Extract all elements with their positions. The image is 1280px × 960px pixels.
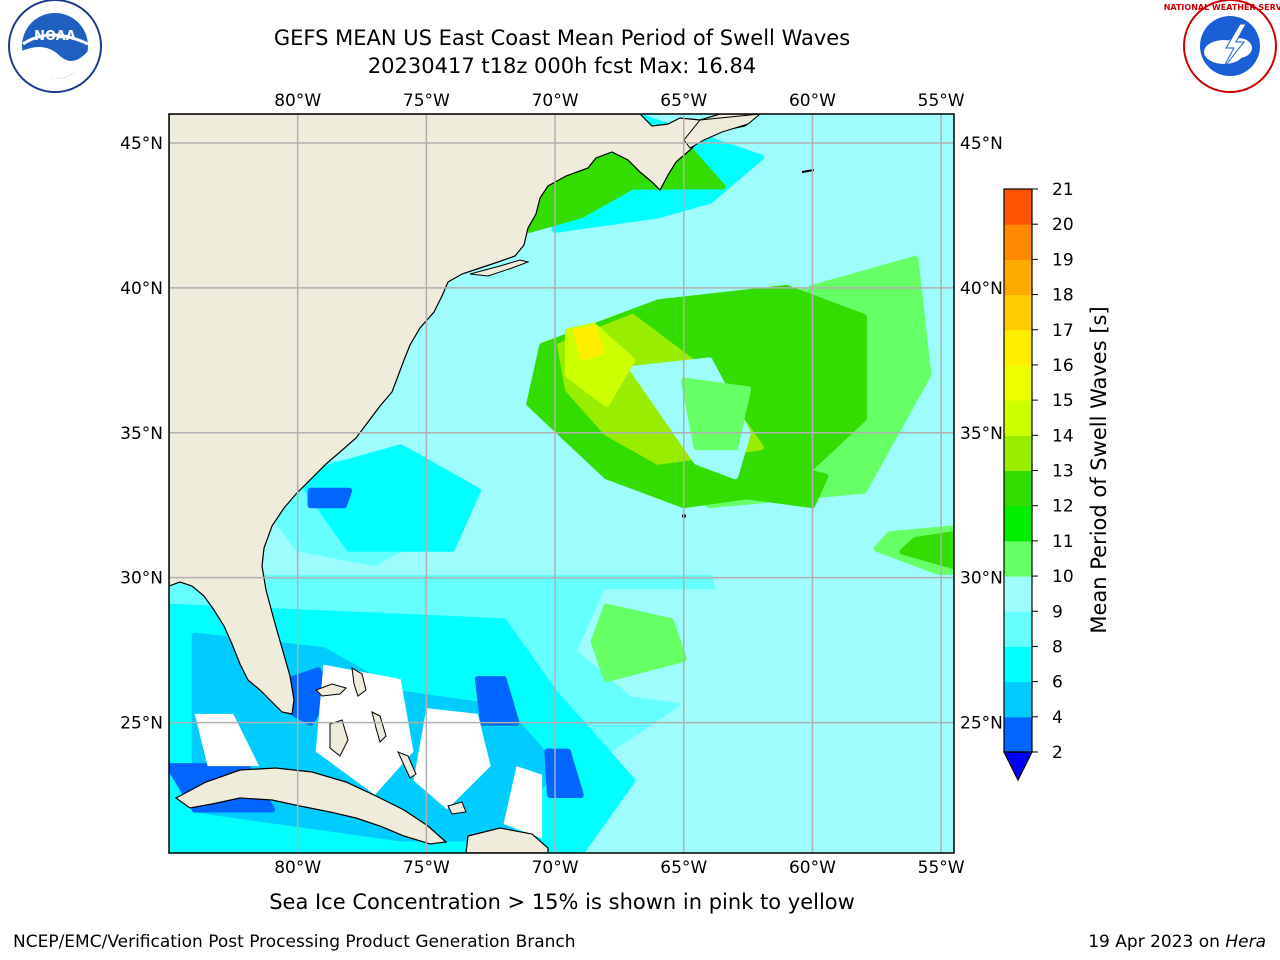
land-north-america <box>169 114 761 715</box>
colorbar-segment <box>1004 189 1032 225</box>
colorbar-segment <box>1004 470 1032 507</box>
footer-date-text: 19 Apr 2023 on <box>1088 932 1220 952</box>
swell-region-20 <box>590 603 687 683</box>
nws-logo: NATIONAL WEATHER SERVICE <box>1164 0 1280 93</box>
island-andros <box>329 719 349 757</box>
lat-tick-right: 25°N <box>960 714 1003 734</box>
noaa-logo: NOAA <box>8 0 102 93</box>
colorbar-segment <box>1004 224 1032 260</box>
colorbar-tick-label: 11 <box>1052 532 1074 552</box>
land-hispaniola <box>465 827 549 853</box>
swell-region-5 <box>294 444 481 552</box>
masked-region-3 <box>503 766 543 839</box>
colorbar-tick-label: 9 <box>1052 602 1063 622</box>
land-long-island <box>469 259 530 277</box>
colorbar-segment <box>1004 505 1032 542</box>
lon-tick-bottom: 75°W <box>403 858 450 878</box>
lon-tick-top: 55°W <box>918 91 965 111</box>
colorbar-tick-label: 13 <box>1052 462 1074 482</box>
lat-tick-right: 30°N <box>960 569 1003 589</box>
nws-logo-text: NATIONAL WEATHER SERVICE <box>1164 3 1280 12</box>
swell-region-13 <box>680 377 752 451</box>
colorbar-tick-label: 6 <box>1052 673 1063 693</box>
colorbar-segment <box>1004 646 1032 683</box>
colorbar-tick-label: 2 <box>1052 743 1063 763</box>
lat-tick-left: 25°N <box>120 714 163 734</box>
chart-title: GEFS MEAN US East Coast Mean Period of S… <box>273 26 851 50</box>
lat-tick-left: 35°N <box>120 424 163 444</box>
colorbar-under-arrow <box>1003 751 1033 782</box>
lat-tick-left: 40°N <box>120 279 163 299</box>
footer-credit: NCEP/EMC/Verification Post Processing Pr… <box>13 932 576 952</box>
lon-tick-top: 60°W <box>789 91 836 111</box>
lon-tick-bottom: 80°W <box>274 858 321 878</box>
colorbar-tick-label: 21 <box>1052 180 1074 200</box>
masked-region-0 <box>194 713 260 767</box>
colorbar-segment <box>1004 611 1032 647</box>
graticule <box>169 114 954 853</box>
colorbar-tick-label: 8 <box>1052 637 1063 657</box>
land-cuba <box>174 767 448 845</box>
colorbar-tick-label: 16 <box>1052 356 1074 376</box>
colorbar-tick-label: 17 <box>1052 321 1074 341</box>
colorbar-tick-label: 10 <box>1052 567 1074 587</box>
island-grand-bahama <box>315 683 347 697</box>
lon-tick-bottom: 55°W <box>918 858 965 878</box>
map-frame <box>168 113 955 854</box>
colorbar-tick-label: 18 <box>1052 286 1074 306</box>
footer-date: 19 Apr 2023 on Hera <box>1088 932 1266 952</box>
lat-tick-left: 30°N <box>120 569 163 589</box>
land-layer <box>169 114 815 853</box>
island-long <box>397 751 417 779</box>
lat-tick-left: 45°N <box>120 134 163 154</box>
lon-tick-bottom: 60°W <box>789 858 836 878</box>
colorbar-segment <box>1004 329 1032 366</box>
lat-tick-right: 35°N <box>960 424 1003 444</box>
lon-tick-top: 75°W <box>403 91 450 111</box>
masked-region-2 <box>413 708 491 810</box>
swell-region-15 <box>572 325 605 361</box>
masked-region-1 <box>315 664 414 795</box>
swell-region-26 <box>307 487 353 509</box>
colorbar-segment <box>1004 400 1032 436</box>
lon-tick-top: 70°W <box>532 91 579 111</box>
island-eleuthera <box>371 711 387 743</box>
footer-system: Hera <box>1225 932 1266 952</box>
colorbar-tick-label: 15 <box>1052 391 1074 411</box>
noaa-logo-text: NOAA <box>34 29 76 44</box>
masked-areas-layer <box>194 664 543 839</box>
colorbar-tick-label: 20 <box>1052 215 1074 235</box>
colorbar-tick-label: 12 <box>1052 497 1074 517</box>
colorbar-segment <box>1004 716 1032 753</box>
colorbar-tick-label: 19 <box>1052 250 1074 270</box>
colorbar-label: Mean Period of Swell Waves [s] <box>1087 306 1111 633</box>
lon-tick-top: 65°W <box>660 91 707 111</box>
colorbar-segment <box>1004 540 1032 577</box>
lon-tick-bottom: 65°W <box>660 858 707 878</box>
swell-region-21 <box>732 719 867 842</box>
lat-tick-right: 40°N <box>960 279 1003 299</box>
lon-tick-top: 80°W <box>274 91 321 111</box>
colorbar-tick-label: 4 <box>1052 708 1063 728</box>
colorbar-segment <box>1004 294 1032 331</box>
colorbar-segment <box>1004 259 1032 296</box>
lat-tick-right: 45°N <box>960 134 1003 154</box>
colorbar-segment <box>1004 681 1032 718</box>
chart-subtitle-forecast: 20230417 t18z 000h fcst Max: 16.84 <box>367 54 757 78</box>
colorbar: 2 4 6 8 9 10 11 12 13 14 15 16 17 18 19 20 21 <box>1003 180 1074 782</box>
axis-ticks: 80°W 80°W 75°W 75°W 70°W 70°W 65°W 65°W 60°W 60°W… <box>120 91 1003 878</box>
colorbar-tick-label: 14 <box>1052 426 1074 446</box>
sea-ice-note: Sea Ice Concentration > 15% is shown in … <box>269 890 855 914</box>
island-abaco <box>351 667 367 697</box>
colorbar-segment <box>1004 576 1032 612</box>
colorbar-segment <box>1004 364 1032 401</box>
lon-tick-bottom: 70°W <box>532 858 579 878</box>
colorbar-segment <box>1004 435 1032 471</box>
island-inagua <box>447 801 467 815</box>
